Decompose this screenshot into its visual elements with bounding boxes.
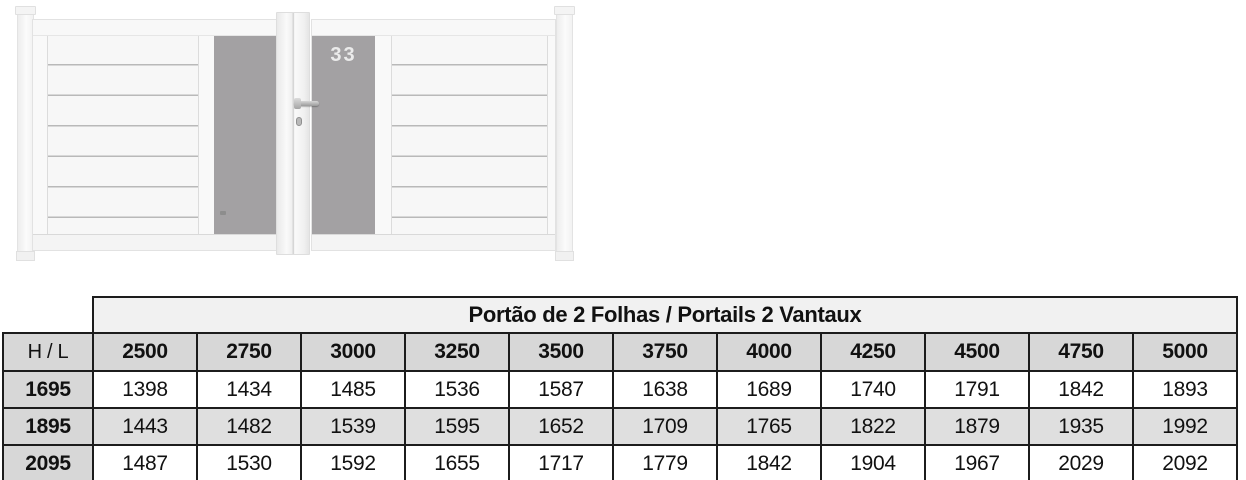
value-cell: 1935 — [1028, 407, 1134, 446]
gate-bottom-rail — [33, 234, 276, 250]
column-header-5000: 5000 — [1131, 332, 1239, 372]
column-header-4000: 4000 — [716, 332, 822, 372]
value-cell: 1595 — [404, 407, 510, 446]
value-cell: 1791 — [924, 370, 1030, 409]
gate-gray-panel-left — [214, 35, 276, 235]
gate-leaf-right: 33 — [311, 19, 556, 251]
table-row-1695: 1695 1398 1434 1485 1536 1587 1638 1689 1740 1791… — [2, 370, 1239, 409]
table-corner-empty — [3, 297, 93, 333]
value-cell: 1652 — [508, 407, 614, 446]
value-cell: 2029 — [1028, 444, 1134, 480]
table-header-row: H / L 2500 2750 3000 3250 3500 3750 4000 4250 45… — [2, 332, 1239, 372]
value-cell: 1587 — [508, 370, 614, 409]
value-cell: 1689 — [716, 370, 822, 409]
table-title: Portão de 2 Folhas / Portails 2 Vantaux — [91, 296, 1239, 334]
gate-bottom-rail — [312, 234, 555, 250]
dimensions-table: Portão de 2 Folhas / Portails 2 Vantaux … — [2, 296, 1239, 480]
column-header-4250: 4250 — [820, 332, 926, 372]
value-cell: 1765 — [716, 407, 822, 446]
value-cell: 1539 — [300, 407, 406, 446]
gate-post-cap — [15, 6, 36, 15]
value-cell: 1485 — [300, 370, 406, 409]
gate-handle-icon — [294, 98, 319, 109]
value-cell: 1638 — [612, 370, 718, 409]
column-header-3250: 3250 — [404, 332, 510, 372]
row-header-1895: 1895 — [2, 407, 94, 446]
value-cell: 1967 — [924, 444, 1030, 480]
column-header-2750: 2750 — [196, 332, 302, 372]
row-header-1695: 1695 — [2, 370, 94, 409]
gate-latch-dot — [220, 211, 226, 215]
value-cell: 1443 — [92, 407, 198, 446]
table-row-1895: 1895 1443 1482 1539 1595 1652 1709 1765 1822 1879… — [2, 407, 1239, 446]
value-cell: 1434 — [196, 370, 302, 409]
gate-center-stiles — [276, 12, 310, 255]
corner-header-cell: H / L — [2, 332, 94, 372]
column-header-3500: 3500 — [508, 332, 614, 372]
table-title-row: Portão de 2 Folhas / Portails 2 Vantaux — [3, 296, 1239, 334]
column-header-4750: 4750 — [1028, 332, 1134, 372]
value-cell: 1893 — [1131, 370, 1239, 409]
value-cell: 1740 — [820, 370, 926, 409]
gate-top-rail — [312, 20, 555, 36]
value-cell: 1536 — [404, 370, 510, 409]
gate-keyhole-icon — [296, 117, 302, 126]
gate-illustration: 33 — [0, 0, 600, 280]
gate-top-rail — [33, 20, 276, 36]
value-cell: 1879 — [924, 407, 1030, 446]
value-cell: 2092 — [1131, 444, 1239, 480]
gate-post-right — [554, 6, 575, 261]
value-cell: 1709 — [612, 407, 718, 446]
gate-slats-left — [47, 35, 199, 235]
gate-post-cap — [554, 6, 575, 15]
gate-gray-panel-right — [312, 35, 375, 235]
value-cell: 1842 — [716, 444, 822, 480]
table-row-2095: 2095 1487 1530 1592 1655 1717 1779 1842 1904 1967… — [2, 444, 1239, 480]
value-cell: 1398 — [92, 370, 198, 409]
gate-leaf-left — [32, 19, 277, 251]
value-cell: 1842 — [1028, 370, 1134, 409]
column-header-2500: 2500 — [92, 332, 198, 372]
value-cell: 1717 — [508, 444, 614, 480]
value-cell: 1779 — [612, 444, 718, 480]
value-cell: 1530 — [196, 444, 302, 480]
value-cell: 1822 — [820, 407, 926, 446]
gate-post-foot — [16, 251, 35, 261]
value-cell: 1904 — [820, 444, 926, 480]
value-cell: 1592 — [300, 444, 406, 480]
value-cell: 1487 — [92, 444, 198, 480]
column-header-3750: 3750 — [612, 332, 718, 372]
row-header-2095: 2095 — [2, 444, 94, 480]
value-cell: 1655 — [404, 444, 510, 480]
gate-number-plate: 33 — [330, 44, 357, 66]
column-header-4500: 4500 — [924, 332, 1030, 372]
value-cell: 1482 — [196, 407, 302, 446]
gate-post-foot — [555, 251, 574, 261]
value-cell: 1992 — [1131, 407, 1239, 446]
gate-slats-right — [391, 35, 548, 235]
column-header-3000: 3000 — [300, 332, 406, 372]
